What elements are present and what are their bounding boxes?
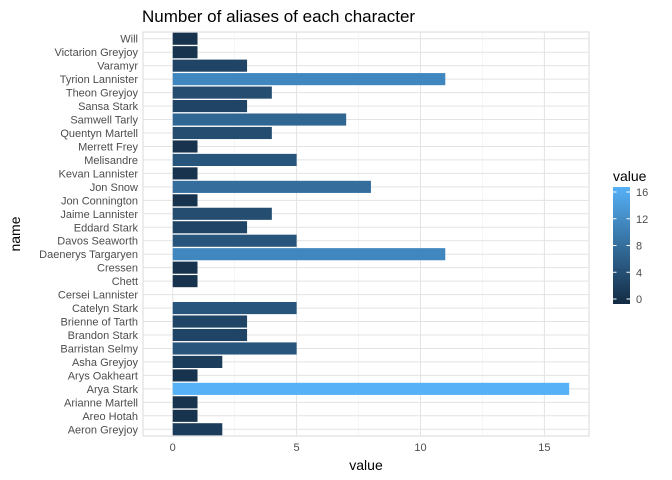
x-tick-label: 10 bbox=[414, 442, 426, 454]
legend-tick-label: 12 bbox=[636, 214, 648, 226]
bar bbox=[172, 59, 248, 72]
bar bbox=[172, 153, 297, 166]
bar bbox=[172, 261, 198, 274]
y-tick-label: Kevan Lannister bbox=[59, 168, 139, 180]
y-tick-label: Sansa Stark bbox=[78, 101, 138, 113]
x-axis-tick-labels: 0 5 10 15 bbox=[170, 442, 551, 454]
bar bbox=[172, 46, 198, 59]
bar bbox=[172, 275, 198, 288]
y-tick-label: Cressen bbox=[97, 263, 138, 275]
chart-title: Number of aliases of each character bbox=[142, 7, 415, 26]
y-tick-label: Tyrion Lannister bbox=[60, 74, 139, 86]
y-tick-label: Victarion Greyjoy bbox=[54, 47, 138, 59]
bar bbox=[172, 126, 272, 140]
minor-grid bbox=[234, 32, 483, 436]
bar bbox=[172, 167, 198, 180]
y-tick-label: Aeron Greyjoy bbox=[68, 424, 139, 436]
legend-tick-label: 8 bbox=[636, 241, 642, 253]
bar bbox=[172, 86, 272, 99]
y-tick-label: Jon Snow bbox=[90, 182, 138, 194]
y-tick-label: Eddard Stark bbox=[74, 222, 139, 234]
legend-colorbar bbox=[613, 187, 630, 304]
bar bbox=[172, 396, 198, 409]
y-tick-label: Areo Hotah bbox=[82, 411, 138, 423]
legend-tick-label: 4 bbox=[636, 267, 642, 279]
bar bbox=[172, 248, 446, 261]
bar bbox=[172, 113, 347, 126]
y-tick-label: Arys Oakheart bbox=[68, 370, 138, 382]
y-tick-label: Theon Greyjoy bbox=[66, 88, 139, 100]
y-tick-label: Jaime Lannister bbox=[60, 209, 138, 221]
y-tick-label: Samwell Tarly bbox=[70, 115, 138, 127]
y-tick-label: Brandon Stark bbox=[68, 330, 139, 342]
y-tick-label: Chett bbox=[112, 276, 138, 288]
legend-tick-label: 0 bbox=[636, 294, 642, 306]
y-tick-label: Catelyn Stark bbox=[72, 303, 139, 315]
x-axis-title: value bbox=[349, 457, 383, 473]
y-tick-label: Cersei Lannister bbox=[58, 290, 138, 302]
bar bbox=[172, 342, 297, 355]
y-tick-label: Quentyn Martell bbox=[60, 128, 138, 140]
bar bbox=[172, 409, 198, 422]
bar bbox=[172, 180, 371, 193]
y-tick-label: Merrett Frey bbox=[78, 141, 138, 153]
bar bbox=[172, 100, 248, 113]
y-tick-label: Brienne of Tarth bbox=[61, 317, 138, 329]
bar bbox=[172, 194, 198, 207]
x-tick-label: 15 bbox=[538, 442, 550, 454]
x-tick-label: 0 bbox=[170, 442, 176, 454]
bar bbox=[172, 207, 272, 220]
legend-tick-label: 16 bbox=[636, 187, 648, 199]
y-tick-label: Arya Stark bbox=[87, 384, 139, 396]
plot-panel bbox=[142, 31, 590, 437]
legend-title: value bbox=[613, 168, 647, 184]
y-tick-label: Arianne Martell bbox=[64, 397, 138, 409]
bar bbox=[172, 73, 446, 86]
bar bbox=[172, 369, 198, 382]
bar bbox=[172, 234, 297, 247]
y-tick-label: Melisandre bbox=[84, 155, 138, 167]
y-tick-label: Jon Connington bbox=[61, 195, 138, 207]
bars bbox=[172, 32, 570, 436]
legend-ticks: 0 4 8 12 16 bbox=[613, 187, 648, 306]
bar bbox=[172, 302, 297, 315]
bar bbox=[172, 382, 570, 395]
y-tick-label: Daenerys Targaryen bbox=[39, 249, 138, 261]
bar bbox=[172, 140, 198, 153]
y-tick-label: Barristan Selmy bbox=[60, 343, 138, 355]
bar bbox=[172, 423, 223, 436]
bar bbox=[172, 355, 223, 368]
bar bbox=[172, 315, 248, 328]
bar bbox=[172, 328, 248, 342]
x-tick-label: 5 bbox=[294, 442, 300, 454]
y-tick-label: Will bbox=[120, 34, 138, 46]
y-tick-label: Davos Seaworth bbox=[57, 236, 138, 248]
y-tick-label: Asha Greyjoy bbox=[72, 357, 139, 369]
y-tick-label: Varamyr bbox=[97, 61, 138, 73]
legend: value 0 4 8 12 16 bbox=[613, 168, 648, 306]
bar bbox=[172, 221, 248, 234]
bar bbox=[172, 32, 198, 45]
y-axis-title: name bbox=[7, 216, 23, 251]
